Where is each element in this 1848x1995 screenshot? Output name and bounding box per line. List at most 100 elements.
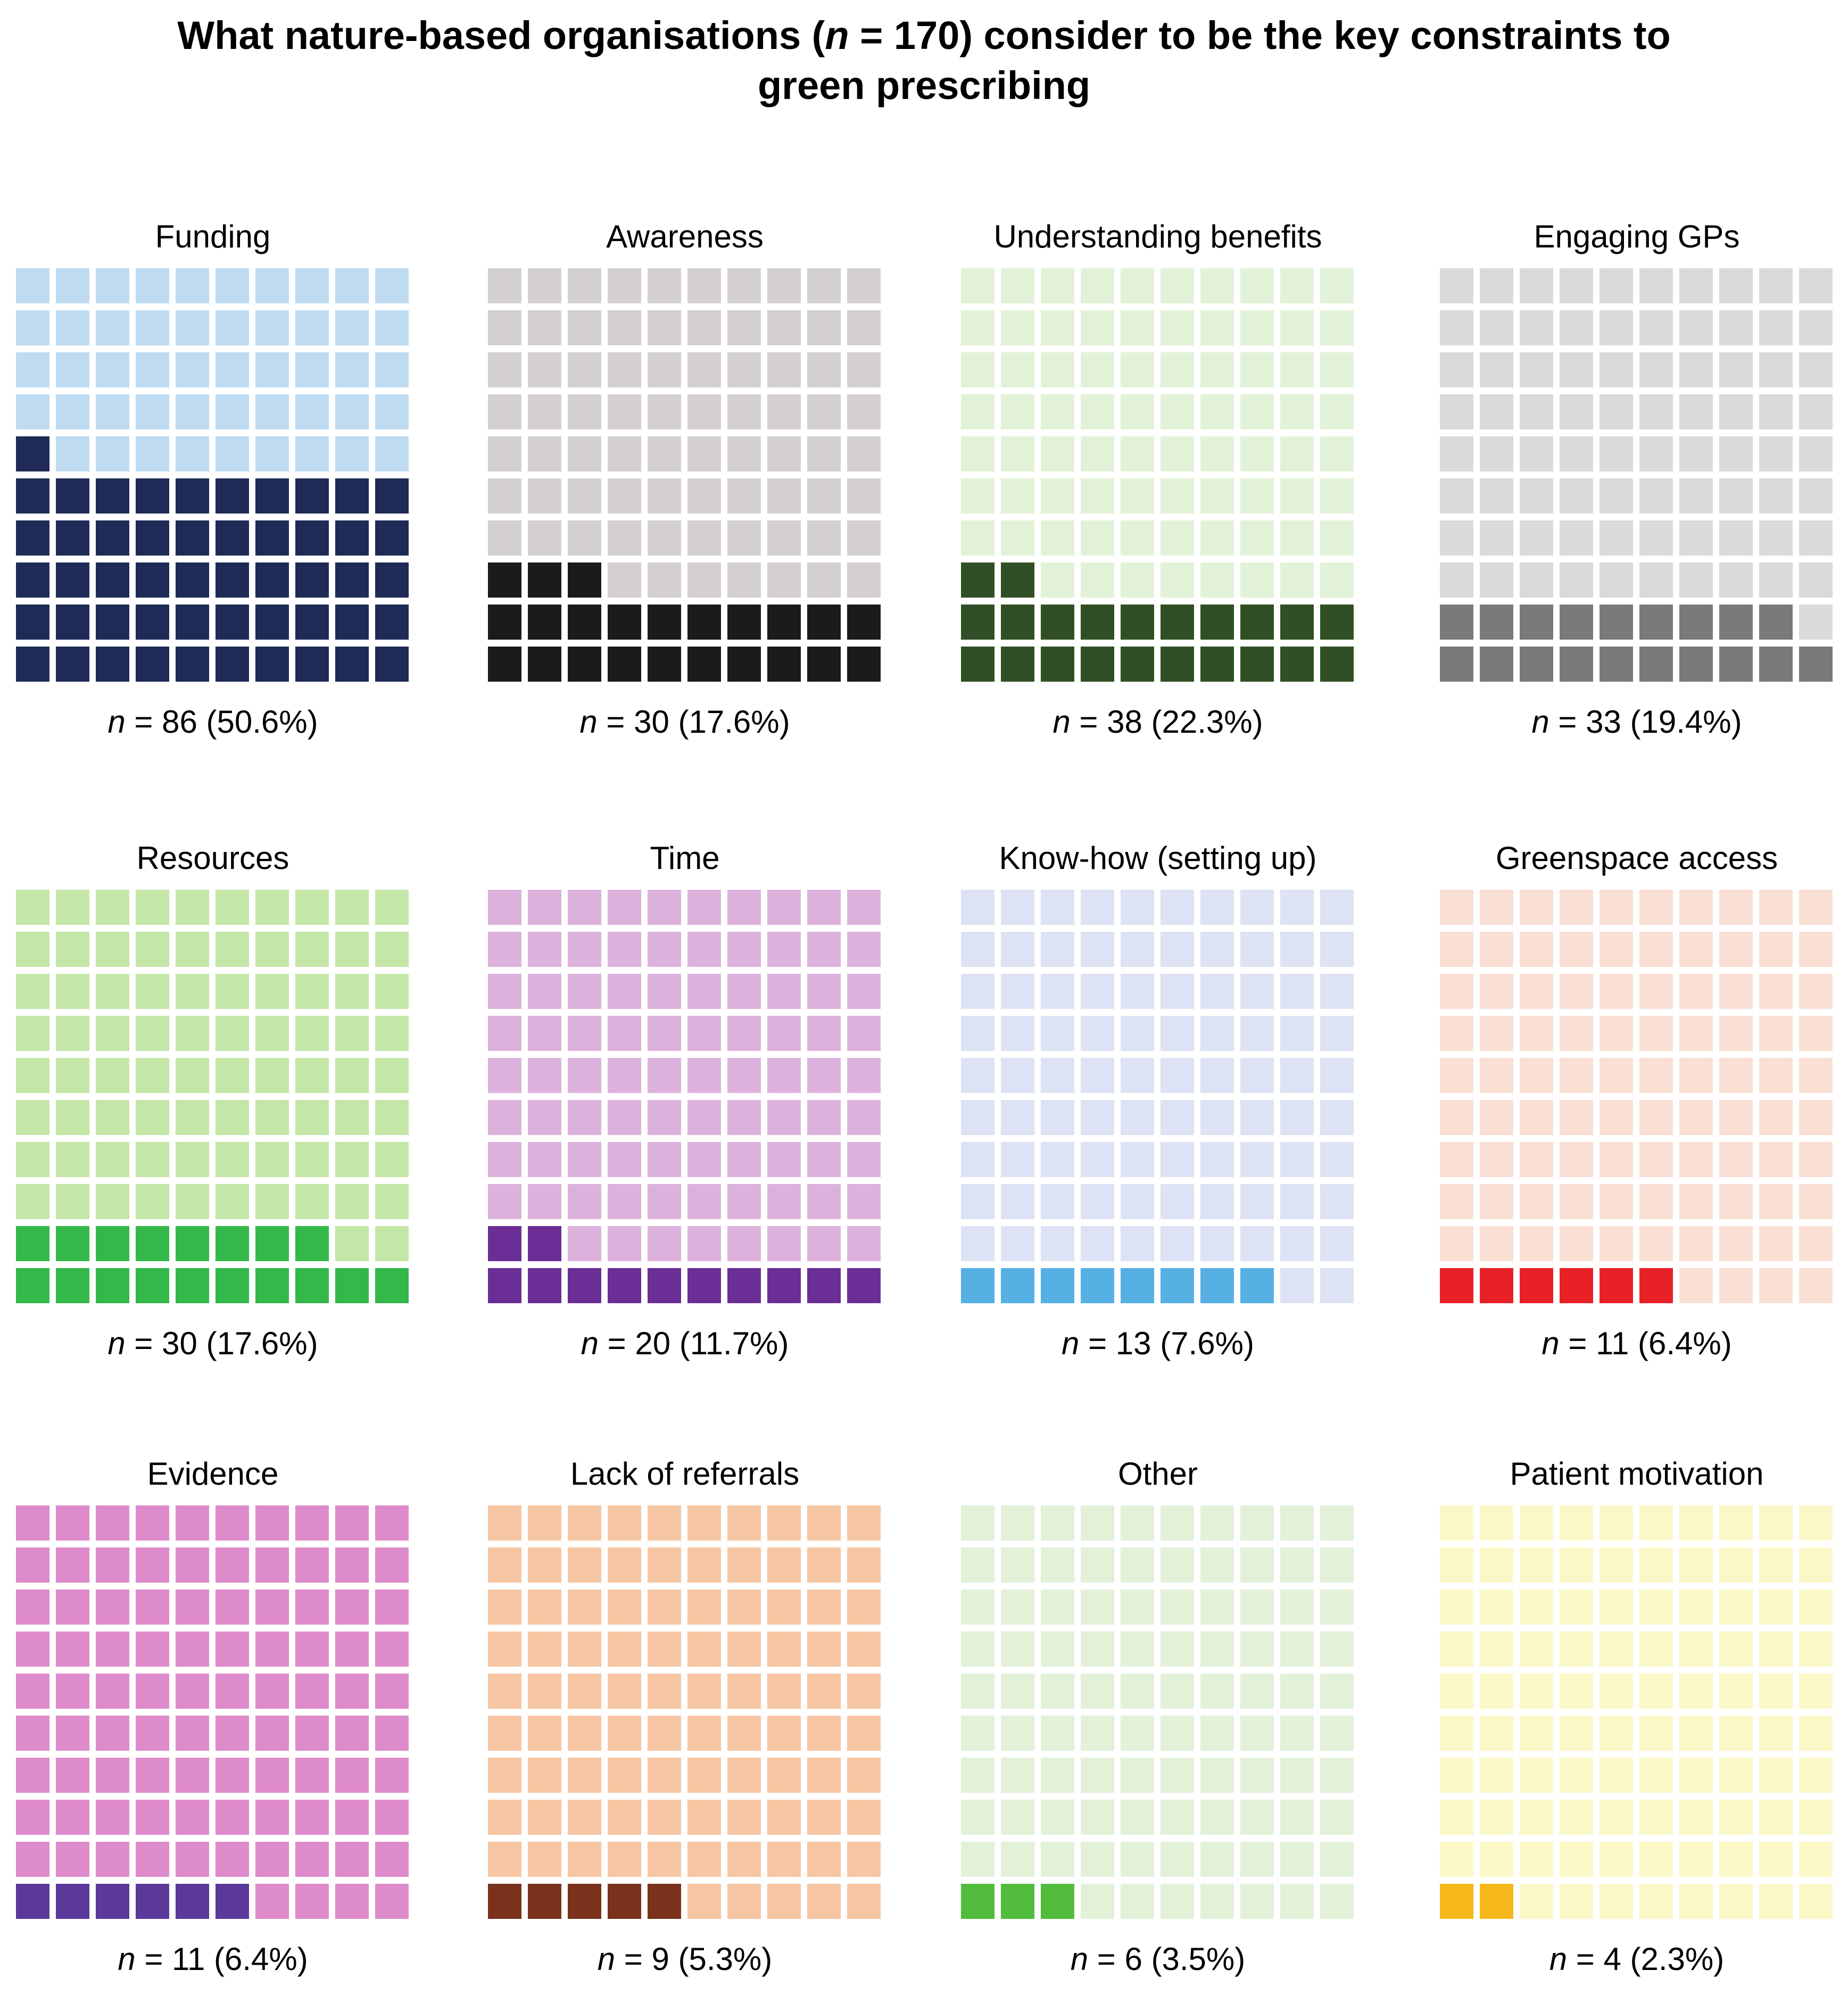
waffle-cell-filled bbox=[1240, 647, 1274, 682]
waffle-cell-empty bbox=[1759, 1716, 1793, 1751]
waffle-cell-empty bbox=[1759, 1184, 1793, 1219]
waffle-cell-empty bbox=[96, 394, 129, 429]
waffle-cell-empty bbox=[687, 520, 721, 556]
waffle-cell-empty bbox=[1440, 1226, 1473, 1261]
waffle-cell-empty bbox=[1440, 1674, 1473, 1709]
waffle-cell-empty bbox=[847, 478, 881, 514]
waffle-cell-empty bbox=[255, 310, 289, 345]
waffle-cell-empty bbox=[56, 352, 89, 387]
waffle-cell-empty bbox=[255, 890, 289, 925]
waffle-cell-empty bbox=[1480, 1058, 1513, 1093]
waffle-cell-empty bbox=[1480, 1758, 1513, 1793]
waffle-cell-empty bbox=[216, 1590, 249, 1625]
waffle-cell-empty bbox=[528, 1590, 561, 1625]
waffle-cell-empty bbox=[727, 310, 761, 345]
waffle-cell-filled bbox=[1081, 605, 1114, 640]
waffle-cell-empty bbox=[608, 1226, 641, 1261]
waffle-cell-empty bbox=[375, 1884, 409, 1919]
waffle-cell-empty bbox=[1520, 520, 1553, 556]
waffle-panel-greenspace-access: Greenspace access n = 11 (6.4%) bbox=[1440, 840, 1834, 1367]
waffle-cell-empty bbox=[1560, 1016, 1593, 1051]
waffle-cell-empty bbox=[1320, 1800, 1354, 1835]
waffle-cell-empty bbox=[727, 1505, 761, 1541]
waffle-cell-empty bbox=[608, 268, 641, 303]
waffle-cell-empty bbox=[176, 1674, 209, 1709]
waffle-cell-empty bbox=[1161, 1505, 1194, 1541]
waffle-cell-empty bbox=[1799, 1716, 1833, 1751]
waffle-cell-empty bbox=[1041, 1590, 1074, 1625]
waffle-cell-empty bbox=[1041, 1632, 1074, 1667]
waffle-cell-empty bbox=[1679, 1547, 1713, 1583]
waffle-panel-funding: Funding n = 86 (50.6%) bbox=[16, 218, 410, 745]
waffle-cell-empty bbox=[807, 352, 841, 387]
waffle-cell-empty bbox=[16, 1674, 49, 1709]
waffle-cell-empty bbox=[1200, 974, 1234, 1009]
waffle-cell-empty bbox=[608, 1674, 641, 1709]
waffle-cell-empty bbox=[136, 890, 169, 925]
waffle-grid bbox=[488, 268, 882, 689]
waffle-cell-empty bbox=[96, 1590, 129, 1625]
waffle-cell-empty bbox=[648, 890, 681, 925]
waffle-cell-filled bbox=[1280, 605, 1314, 640]
waffle-cell-empty bbox=[1240, 1842, 1274, 1877]
waffle-cell-empty bbox=[1121, 1800, 1154, 1835]
waffle-cell-filled bbox=[1719, 647, 1753, 682]
waffle-cell-empty bbox=[1440, 478, 1473, 514]
waffle-cell-filled bbox=[96, 520, 129, 556]
waffle-cell-filled bbox=[16, 1268, 49, 1303]
waffle-cell-empty bbox=[176, 310, 209, 345]
waffle-cell-empty bbox=[1480, 1142, 1513, 1177]
waffle-cell-empty bbox=[1560, 1632, 1593, 1667]
waffle-cell-empty bbox=[255, 1590, 289, 1625]
waffle-cell-empty bbox=[375, 352, 409, 387]
waffle-cell-empty bbox=[335, 974, 369, 1009]
waffle-cell-empty bbox=[767, 1716, 801, 1751]
waffle-cell-filled bbox=[488, 1268, 521, 1303]
waffle-cell-empty bbox=[727, 890, 761, 925]
waffle-cell-empty bbox=[961, 1184, 995, 1219]
waffle-cell-empty bbox=[16, 310, 49, 345]
waffle-cell-empty bbox=[687, 310, 721, 345]
waffle-cell-empty bbox=[1121, 1758, 1154, 1793]
waffle-cell-filled bbox=[687, 647, 721, 682]
waffle-cell-empty bbox=[1200, 890, 1234, 925]
waffle-cell-filled bbox=[1041, 1268, 1074, 1303]
waffle-cell-empty bbox=[1161, 478, 1194, 514]
waffle-cell-empty bbox=[1520, 890, 1553, 925]
waffle-cell-empty bbox=[96, 1505, 129, 1541]
waffle-cell-empty bbox=[1041, 1716, 1074, 1751]
waffle-cell-empty bbox=[767, 1674, 801, 1709]
waffle-cell-empty bbox=[1240, 932, 1274, 967]
waffle-cell-empty bbox=[136, 1674, 169, 1709]
waffle-cell-empty bbox=[16, 268, 49, 303]
waffle-cell-empty bbox=[648, 268, 681, 303]
waffle-cell-filled bbox=[1520, 647, 1553, 682]
waffle-cell-empty bbox=[255, 352, 289, 387]
waffle-cell-empty bbox=[727, 1184, 761, 1219]
waffle-cell-empty bbox=[16, 890, 49, 925]
waffle-cell-empty bbox=[1440, 436, 1473, 471]
waffle-cell-empty bbox=[1799, 520, 1833, 556]
waffle-cell-empty bbox=[335, 1716, 369, 1751]
waffle-cell-empty bbox=[1639, 1800, 1673, 1835]
waffle-cell-empty bbox=[96, 1058, 129, 1093]
waffle-cell-empty bbox=[1280, 1547, 1314, 1583]
waffle-cell-filled bbox=[335, 562, 369, 598]
waffle-cell-filled bbox=[216, 562, 249, 598]
waffle-cell-empty bbox=[648, 1716, 681, 1751]
waffle-cell-empty bbox=[727, 932, 761, 967]
waffle-cell-empty bbox=[727, 1632, 761, 1667]
waffle-cell-empty bbox=[1041, 394, 1074, 429]
waffle-cell-empty bbox=[807, 1058, 841, 1093]
waffle-cell-empty bbox=[687, 268, 721, 303]
waffle-cell-filled bbox=[1799, 647, 1833, 682]
waffle-cell-empty bbox=[1719, 1058, 1753, 1093]
waffle-cell-empty bbox=[1320, 1505, 1354, 1541]
waffle-cell-empty bbox=[1081, 932, 1114, 967]
waffle-cell-empty bbox=[1280, 268, 1314, 303]
waffle-cell-empty bbox=[847, 1632, 881, 1667]
waffle-cell-empty bbox=[216, 1800, 249, 1835]
waffle-cell-empty bbox=[568, 310, 601, 345]
waffle-cell-filled bbox=[1001, 605, 1034, 640]
waffle-cell-empty bbox=[648, 974, 681, 1009]
